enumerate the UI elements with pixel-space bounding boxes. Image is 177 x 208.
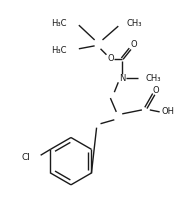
Text: CH₃: CH₃	[146, 74, 161, 83]
Text: O: O	[152, 86, 159, 95]
Text: CH₃: CH₃	[126, 19, 142, 28]
Text: H₃C: H₃C	[52, 46, 67, 55]
Text: Cl: Cl	[22, 153, 31, 162]
Text: O: O	[131, 40, 137, 49]
Text: OH: OH	[162, 107, 175, 116]
Text: O: O	[107, 54, 114, 63]
Text: N: N	[119, 74, 125, 83]
Text: H₃C: H₃C	[52, 19, 67, 28]
